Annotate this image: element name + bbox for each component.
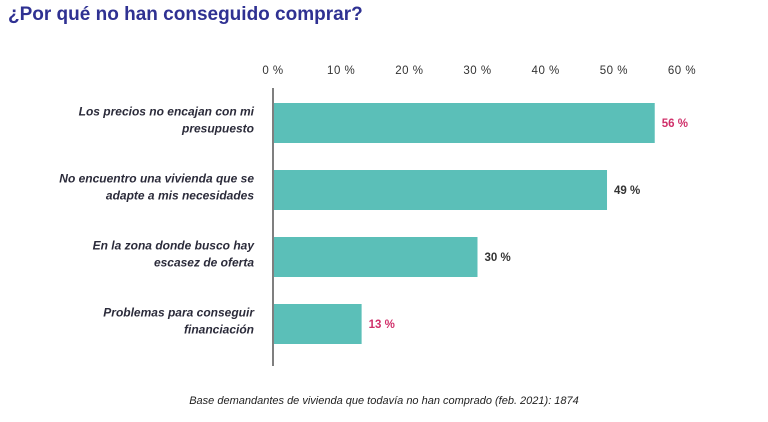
bar	[274, 103, 655, 143]
x-axis-ticks: 0 % 10 % 20 % 30 % 40 % 50 % 60 %	[262, 65, 696, 77]
value-label: 49 %	[614, 185, 640, 197]
chart-title: ¿Por qué no han conseguido comprar?	[8, 4, 363, 25]
category-label: No encuentro una vivienda que se	[59, 172, 254, 186]
category-label: adapte a mis necesidades	[106, 189, 254, 203]
category-label: financiación	[184, 323, 254, 337]
bar	[274, 304, 362, 344]
category-label: presupuesto	[181, 122, 254, 136]
x-tick-label: 0 %	[262, 65, 283, 77]
x-tick-label: 10 %	[327, 65, 355, 77]
x-tick-label: 30 %	[463, 65, 491, 77]
category-label: En la zona donde busco hay	[93, 239, 256, 253]
value-labels: 56 % 49 % 30 % 13 %	[369, 118, 688, 331]
x-tick-label: 60 %	[668, 65, 696, 77]
x-tick-label: 20 %	[395, 65, 423, 77]
bars-group	[274, 103, 655, 344]
x-tick-label: 40 %	[532, 65, 560, 77]
category-label: escasez de oferta	[154, 256, 254, 270]
category-label: Problemas para conseguir	[103, 306, 255, 320]
value-label: 30 %	[485, 252, 511, 264]
value-label: 13 %	[369, 319, 395, 331]
x-tick-label: 50 %	[600, 65, 628, 77]
bar	[274, 170, 608, 210]
bar-chart: 0 % 10 % 20 % 30 % 40 % 50 % 60 % Los precios …	[59, 65, 696, 366]
bar	[274, 237, 478, 277]
category-label: Los precios no encajan con mi	[79, 105, 255, 119]
value-label: 56 %	[662, 118, 688, 130]
category-labels: Los precios no encajan con mi presupuesto…	[59, 105, 255, 337]
footnote: Base demandantes de vivienda que todavía…	[189, 395, 579, 407]
